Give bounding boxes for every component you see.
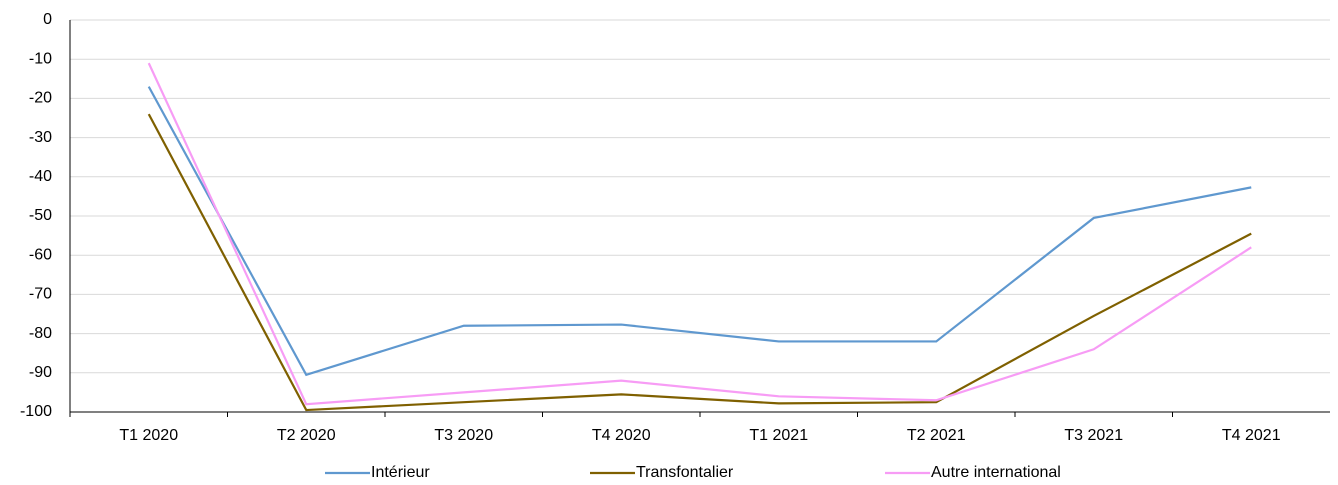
x-tick-label: T2 2020 xyxy=(277,427,336,444)
x-tick-label: T1 2021 xyxy=(749,427,808,444)
y-tick-label: 0 xyxy=(43,11,52,28)
x-tick-label: T3 2021 xyxy=(1064,427,1123,444)
y-tick-label: -100 xyxy=(20,403,52,420)
legend-label: Autre international xyxy=(931,464,1061,481)
x-tick-label: T4 2021 xyxy=(1222,427,1281,444)
series-line xyxy=(147,113,1252,412)
x-tick-label: T3 2020 xyxy=(434,427,493,444)
y-tick-label: -80 xyxy=(29,325,52,342)
y-tick-label: -70 xyxy=(29,286,52,303)
series-line xyxy=(147,86,1252,377)
x-tick-label: T4 2020 xyxy=(592,427,651,444)
legend-label: Intérieur xyxy=(371,464,430,481)
y-tick-label: -30 xyxy=(29,129,52,146)
y-tick-label: -50 xyxy=(29,207,52,224)
x-tick-label: T2 2021 xyxy=(907,427,966,444)
legend-label: Transfontalier xyxy=(636,464,734,481)
x-tick-label: T1 2020 xyxy=(119,427,178,444)
y-tick-label: -60 xyxy=(29,246,52,263)
y-tick-label: -10 xyxy=(29,50,52,67)
y-tick-label: -40 xyxy=(29,168,52,185)
y-tick-label: -20 xyxy=(29,90,52,107)
y-tick-label: -90 xyxy=(29,364,52,381)
series-line xyxy=(147,62,1252,406)
